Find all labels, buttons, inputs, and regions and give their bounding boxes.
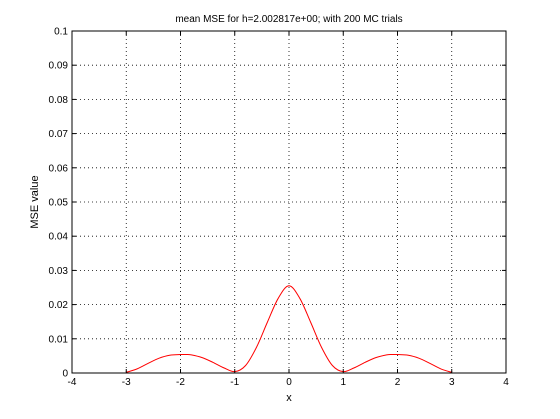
y-tick-label: 0.06: [49, 163, 69, 174]
y-tick-label: 0.03: [49, 266, 69, 277]
x-tick-label: 4: [503, 377, 509, 388]
y-tick-label: 0.1: [54, 27, 68, 38]
x-tick-label: -2: [176, 377, 185, 388]
y-tick-label: 0: [62, 369, 68, 380]
x-tick-label: 0: [286, 377, 292, 388]
series-layer: [126, 285, 452, 373]
axis-ticks: [71, 30, 507, 374]
x-axis-label: x: [286, 392, 292, 404]
x-tick-label: 3: [449, 377, 455, 388]
series-line-0: [126, 285, 452, 373]
x-tick-label: 1: [340, 377, 346, 388]
y-tick-label: 0.02: [49, 300, 69, 311]
y-tick-label: 0.04: [49, 232, 69, 243]
y-tick-label: 0.07: [49, 129, 69, 140]
chart-title: mean MSE for h=2.002817e+00; with 200 MC…: [175, 14, 402, 25]
y-tick-label: 0.05: [49, 198, 69, 209]
y-tick-labels: 0 0.01 0.02 0.03 0.04 0.05 0.06 0.07 0.08 0.09 0.1: [49, 27, 69, 380]
x-tick-label: -1: [230, 377, 239, 388]
y-tick-label: 0.09: [49, 61, 69, 72]
y-axis-label: MSE value: [29, 175, 41, 228]
y-tick-label: 0.08: [49, 95, 69, 106]
y-tick-label: 0.01: [49, 334, 69, 345]
x-tick-label: -4: [68, 377, 77, 388]
grid-lines: [72, 31, 506, 373]
x-tick-labels: -4 -3 -2 -1 0 1 2 3 4: [68, 377, 510, 388]
x-tick-label: -3: [122, 377, 131, 388]
x-tick-label: 2: [395, 377, 401, 388]
